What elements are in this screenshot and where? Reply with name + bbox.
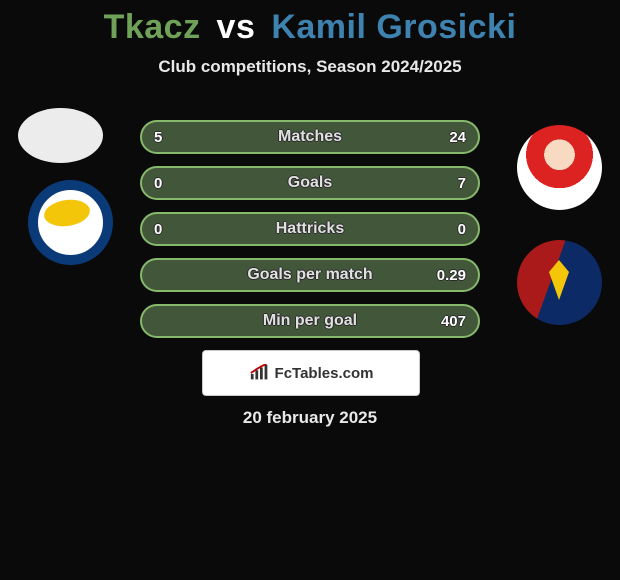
stat-row-min-per-goal: Min per goal 407 (140, 304, 480, 338)
player2-avatar (517, 125, 602, 210)
player1-club-logo (28, 180, 113, 265)
player2-name: Kamil Grosicki (271, 8, 516, 46)
stat-right-value: 7 (458, 168, 466, 198)
stat-right-value: 0.29 (437, 260, 466, 290)
bar-chart-icon (249, 364, 271, 382)
stats-block: 5 Matches 24 0 Goals 7 0 Hattricks 0 Goa… (140, 120, 480, 350)
stat-label: Min per goal (142, 306, 478, 336)
source-site-badge[interactable]: FcTables.com (202, 350, 420, 396)
stat-row-goals-per-match: Goals per match 0.29 (140, 258, 480, 292)
stat-row-goals: 0 Goals 7 (140, 166, 480, 200)
stat-label: Matches (142, 122, 478, 152)
stat-right-value: 24 (449, 122, 466, 152)
player2-club-logo (517, 240, 602, 325)
vs-text: vs (211, 8, 262, 46)
source-site-label: FcTables.com (275, 365, 374, 382)
page-title: Tkacz vs Kamil Grosicki (0, 0, 620, 47)
stat-row-hattricks: 0 Hattricks 0 (140, 212, 480, 246)
stats-comparison-card: Tkacz vs Kamil Grosicki Club competition… (0, 0, 620, 580)
stat-right-value: 0 (458, 214, 466, 244)
subtitle: Club competitions, Season 2024/2025 (0, 57, 620, 77)
player1-name: Tkacz (104, 8, 201, 46)
stat-label: Goals per match (142, 260, 478, 290)
player1-avatar (18, 108, 103, 163)
stat-right-value: 407 (441, 306, 466, 336)
footer-date: 20 february 2025 (0, 408, 620, 428)
stat-label: Goals (142, 168, 478, 198)
stat-row-matches: 5 Matches 24 (140, 120, 480, 154)
stat-label: Hattricks (142, 214, 478, 244)
